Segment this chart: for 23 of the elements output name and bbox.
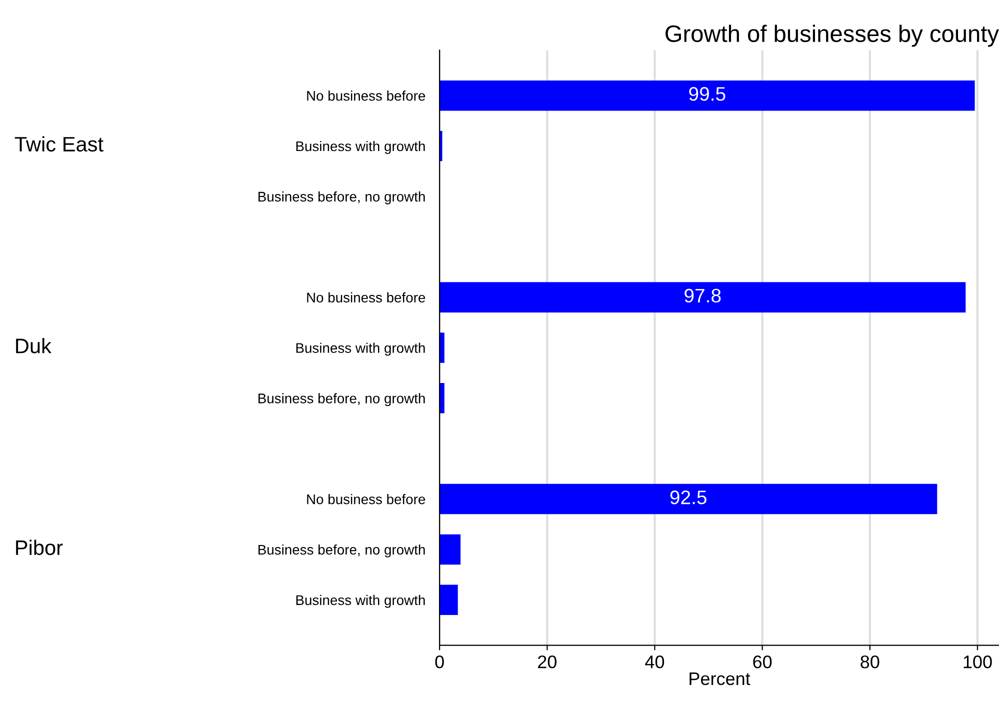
y-tick-label: Business before, no growth — [258, 191, 425, 204]
y-tick-label: No business before — [307, 292, 426, 302]
y-tick-label: Business before, no growth — [258, 544, 425, 558]
x-tick-label: 40 — [645, 656, 664, 668]
x-tick-label: 80 — [860, 656, 880, 668]
x-tick-label: 60 — [753, 656, 772, 668]
y-tick-label: Business with growth — [296, 342, 425, 356]
data-label: 92.5 — [670, 490, 706, 504]
chart-title: Growth of businesses by county — [666, 24, 999, 47]
text: Twic East — [14, 136, 104, 152]
x-axis-title: Percent — [690, 672, 750, 686]
data-label: 99.5 — [689, 87, 726, 101]
text: Pibor — [16, 540, 63, 556]
x-tick-label: 100 — [964, 656, 992, 668]
x-tick-label: 0 — [435, 656, 444, 668]
x-tick-label: 20 — [538, 656, 556, 668]
y-tick-label: Business before, no growth — [258, 393, 425, 406]
y-tick-label: No business before — [307, 494, 426, 504]
y-tick-label: Business with growth — [296, 594, 425, 608]
y-tick-label: Business with growth — [296, 140, 425, 154]
text: Duk — [16, 338, 52, 354]
y-tick-label: No business before — [307, 90, 426, 101]
data-label: 97.8 — [684, 288, 721, 303]
